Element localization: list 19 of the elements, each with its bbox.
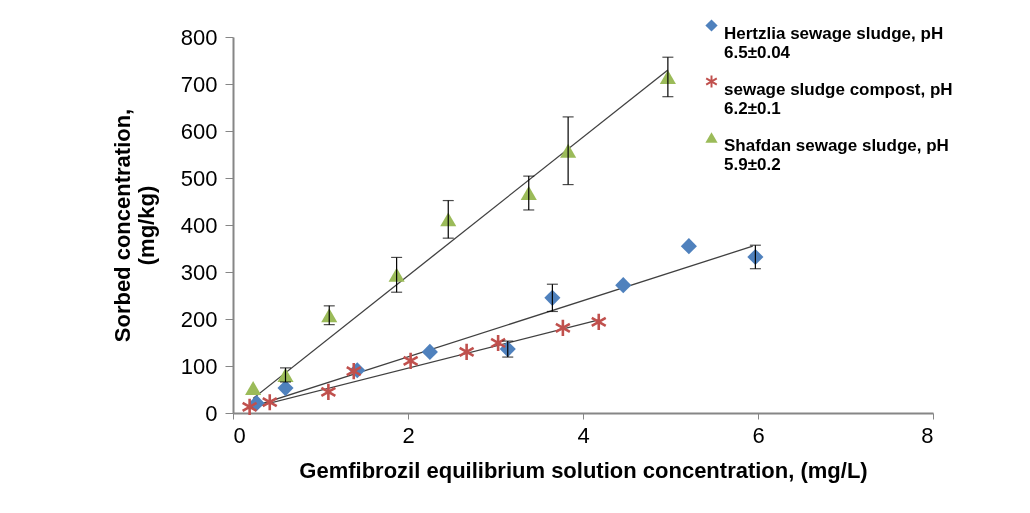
y-tick-label: 700	[180, 71, 218, 97]
x-tick-label: 8	[921, 422, 934, 448]
y-tick-label: 0	[205, 400, 218, 426]
y-tick-label: 500	[180, 165, 218, 191]
y-tick-label: 600	[180, 118, 218, 144]
y-tick-label: 300	[180, 259, 218, 285]
x-axis-title: Gemfibrozil equilibrium solution concentration, (mg/L)	[299, 457, 868, 483]
legend-label: Hertzlia sewage sludge, pH 6.5±0.04	[724, 23, 944, 62]
y-tick-label: 800	[180, 24, 218, 50]
x-tick-label: 2	[402, 422, 415, 448]
y-axis-title: Sorbed concentration, (mg/kg)	[109, 108, 159, 343]
y-tick-label: 400	[180, 212, 218, 238]
x-tick-label: 4	[577, 422, 590, 448]
y-tick-label: 100	[180, 353, 218, 379]
legend-label: Shafdan sewage sludge, pH 5.9±0.2	[724, 135, 949, 174]
legend-label: sewage sludge compost, pH 6.2±0.1	[724, 79, 953, 118]
x-tick-label: 0	[233, 422, 246, 448]
x-tick-label: 6	[752, 422, 765, 448]
y-tick-label: 200	[180, 306, 218, 332]
